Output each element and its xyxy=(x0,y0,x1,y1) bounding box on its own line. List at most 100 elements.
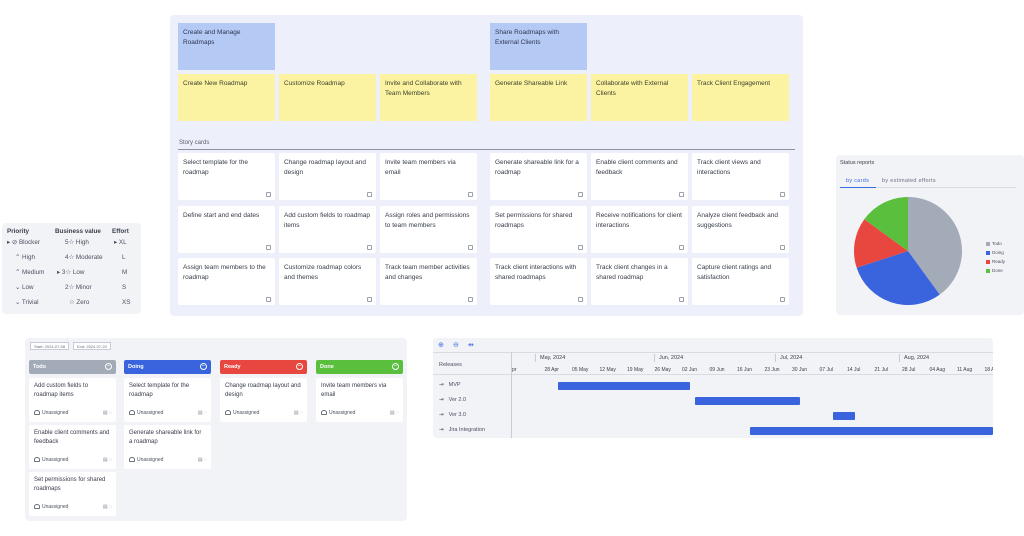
card-actions-icon[interactable]: ▤ ◌ xyxy=(389,410,399,416)
priority-trivial[interactable]: ⌄ Trivial xyxy=(15,299,39,306)
story-card[interactable]: Receive notifications for client interac… xyxy=(591,206,688,253)
pie-slice-ready[interactable] xyxy=(854,219,908,268)
kanban-card[interactable]: Add custom fields to roadmap items Unassi… xyxy=(29,378,116,422)
fit-width-icon[interactable]: ⇹ xyxy=(468,342,474,349)
priority-blocker[interactable]: ▸ ⊘ Blocker xyxy=(7,239,40,246)
effort-xs[interactable]: XS xyxy=(122,299,131,306)
business-value-low[interactable]: ▸ 3☆ Low xyxy=(57,269,85,276)
kanban-column-header[interactable]: Doing − xyxy=(124,360,211,374)
pie-slice-doing[interactable] xyxy=(856,251,940,305)
story-card[interactable]: Track team member activities and changes xyxy=(380,258,477,305)
story-card[interactable]: Assign roles and permissions to team mem… xyxy=(380,206,477,253)
expand-icon[interactable]: ⇥ xyxy=(439,382,444,388)
story-card[interactable]: Enable client comments and feedback xyxy=(591,153,688,200)
card-actions-icon[interactable]: ▤ ◌ xyxy=(197,410,207,416)
story-card[interactable]: Track client views and interactions xyxy=(692,153,789,200)
priority-high[interactable]: ⌃ High xyxy=(15,254,35,261)
card-actions-icon[interactable]: ▤ ◌ xyxy=(102,410,112,416)
release-row-label[interactable]: ⇥ Ver 2.0 xyxy=(439,397,466,403)
release-bar[interactable] xyxy=(832,412,855,420)
release-bar[interactable] xyxy=(557,382,690,390)
card-menu-icon[interactable] xyxy=(367,245,372,250)
effort-xl[interactable]: ▸ XL xyxy=(114,239,127,246)
story-card[interactable]: Change roadmap layout and design xyxy=(279,153,376,200)
kanban-column-header[interactable]: Ready − xyxy=(220,360,307,374)
feature-card[interactable]: Customize Roadmap xyxy=(279,74,376,121)
priority-low[interactable]: ⌄ Low xyxy=(15,284,34,291)
story-card[interactable]: Add custom fields to roadmap items xyxy=(279,206,376,253)
feature-card[interactable]: Invite and Collaborate with Team Members xyxy=(380,74,477,121)
assignee[interactable]: Unassigned xyxy=(129,409,163,418)
story-card[interactable]: Customize roadmap colors and themes xyxy=(279,258,376,305)
epic-card[interactable]: Share Roadmaps with External Clients xyxy=(490,23,587,70)
assignee[interactable]: Unassigned xyxy=(34,503,68,512)
card-actions-icon[interactable]: ▤ ◌ xyxy=(102,457,112,463)
story-card[interactable]: Assign team members to the roadmap xyxy=(178,258,275,305)
effort-s[interactable]: S xyxy=(122,284,127,291)
collapse-icon[interactable]: − xyxy=(392,363,399,370)
kanban-card[interactable]: Generate shareable link for a roadmap Una… xyxy=(124,425,211,469)
effort-m[interactable]: M xyxy=(122,269,128,276)
tab-by-estimated-efforts[interactable]: by estimated efforts xyxy=(882,178,936,184)
card-menu-icon[interactable] xyxy=(468,192,473,197)
kanban-card[interactable]: Change roadmap layout and design Unassign… xyxy=(220,378,307,422)
end-date-chip[interactable]: End: 2024-07-20 xyxy=(73,342,111,350)
card-actions-icon[interactable]: ▤ ◌ xyxy=(102,504,112,510)
story-card[interactable]: Define start and end dates xyxy=(178,206,275,253)
story-card[interactable]: Set permissions for shared roadmaps xyxy=(490,206,587,253)
card-menu-icon[interactable] xyxy=(578,245,583,250)
card-menu-icon[interactable] xyxy=(780,192,785,197)
card-menu-icon[interactable] xyxy=(266,297,271,302)
feature-card[interactable]: Generate Shareable Link xyxy=(490,74,587,121)
story-card[interactable]: Track client changes in a shared roadmap xyxy=(591,258,688,305)
story-card[interactable]: Select template for the roadmap xyxy=(178,153,275,200)
story-card[interactable]: Analyze client feedback and suggestions xyxy=(692,206,789,253)
card-menu-icon[interactable] xyxy=(679,192,684,197)
pie-slice-todo[interactable] xyxy=(908,197,962,295)
kanban-card[interactable]: Enable client comments and feedback Unass… xyxy=(29,425,116,469)
card-menu-icon[interactable] xyxy=(780,297,785,302)
feature-card[interactable]: Create New Roadmap xyxy=(178,74,275,121)
kanban-card[interactable]: Set permissions for shared roadmaps Unass… xyxy=(29,472,116,516)
release-row-label[interactable]: ⇥ Jira Integration xyxy=(439,427,485,433)
expand-icon[interactable]: ⇥ xyxy=(439,427,444,433)
expand-icon[interactable]: ⇥ xyxy=(439,397,444,403)
card-menu-icon[interactable] xyxy=(578,297,583,302)
assignee[interactable]: Unassigned xyxy=(34,456,68,465)
card-actions-icon[interactable]: ▤ ◌ xyxy=(197,457,207,463)
pie-slice-done[interactable] xyxy=(864,197,908,251)
card-menu-icon[interactable] xyxy=(367,297,372,302)
kanban-card[interactable]: Select template for the roadmap Unassigne… xyxy=(124,378,211,422)
assignee[interactable]: Unassigned xyxy=(34,409,68,418)
assignee[interactable]: Unassigned xyxy=(321,409,355,418)
business-value-minor[interactable]: 2☆ Minor xyxy=(65,284,92,291)
card-menu-icon[interactable] xyxy=(679,297,684,302)
release-bar[interactable] xyxy=(695,397,800,405)
business-value-moderate[interactable]: 4☆ Moderate xyxy=(65,254,103,261)
collapse-icon[interactable]: − xyxy=(200,363,207,370)
story-card[interactable]: Track client interactions with shared ro… xyxy=(490,258,587,305)
kanban-column-header[interactable]: Done − xyxy=(316,360,403,374)
story-card[interactable]: Generate shareable link for a roadmap xyxy=(490,153,587,200)
assignee[interactable]: Unassigned xyxy=(129,456,163,465)
kanban-column-header[interactable]: Todo − xyxy=(29,360,116,374)
release-row-label[interactable]: ⇥ Ver 3.0 xyxy=(439,412,466,418)
story-card[interactable]: Invite team members via email xyxy=(380,153,477,200)
card-menu-icon[interactable] xyxy=(266,192,271,197)
business-value-high[interactable]: 5☆ High xyxy=(65,239,89,246)
business-value-zero[interactable]: ☆ Zero xyxy=(69,299,90,306)
zoom-in-icon[interactable]: ⊕ xyxy=(438,342,444,349)
card-menu-icon[interactable] xyxy=(578,192,583,197)
card-actions-icon[interactable]: ▤ ◌ xyxy=(293,410,303,416)
priority-medium[interactable]: ⌃ Medium xyxy=(15,269,45,276)
card-menu-icon[interactable] xyxy=(468,297,473,302)
card-menu-icon[interactable] xyxy=(679,245,684,250)
feature-card[interactable]: Track Client Engagement xyxy=(692,74,789,121)
feature-card[interactable]: Collaborate with External Clients xyxy=(591,74,688,121)
collapse-icon[interactable]: − xyxy=(105,363,112,370)
effort-l[interactable]: L xyxy=(122,254,126,261)
epic-card[interactable]: Create and Manage Roadmaps xyxy=(178,23,275,70)
expand-icon[interactable]: ⇥ xyxy=(439,412,444,418)
zoom-out-icon[interactable]: ⊖ xyxy=(453,342,459,349)
card-menu-icon[interactable] xyxy=(367,192,372,197)
